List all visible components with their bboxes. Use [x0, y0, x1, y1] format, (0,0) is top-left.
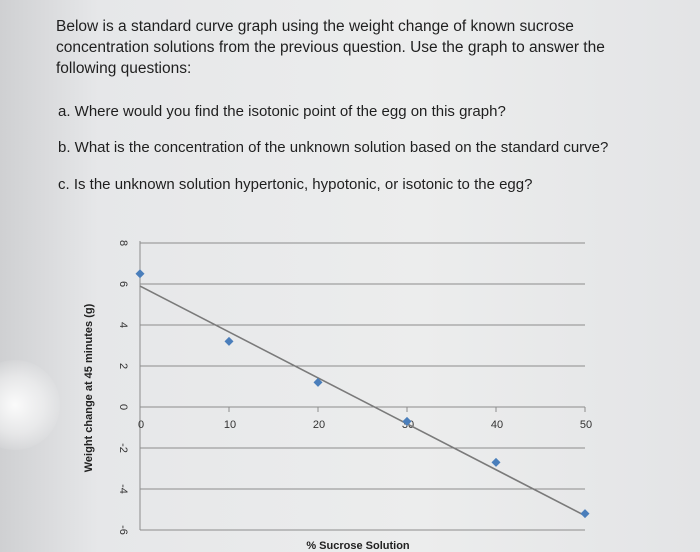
y-tick-label: 6	[117, 281, 129, 287]
question-b: b. What is the concentration of the unkn…	[58, 139, 609, 156]
y-tick-label: 8	[117, 240, 129, 246]
x-tick-label: 0	[138, 419, 144, 431]
x-tick-label: 10	[224, 419, 236, 431]
y-axis-title: Weight change at 45 minutes (g)	[83, 303, 95, 472]
data-point	[224, 336, 234, 346]
y-tick-label: -6	[117, 525, 129, 535]
y-tick-label: 2	[117, 363, 129, 369]
x-tick-label: 50	[580, 419, 592, 431]
question-c: c. Is the unknown solution hypertonic, h…	[58, 176, 533, 193]
y-tick-label: 0	[117, 404, 129, 410]
data-point	[135, 269, 145, 279]
x-tick-label: 40	[491, 419, 503, 431]
question-intro: Below is a standard curve graph using th…	[56, 18, 605, 77]
y-tick-label: -2	[117, 443, 129, 453]
x-tick-label: 20	[313, 419, 325, 431]
y-tick-label: -4	[117, 484, 129, 494]
y-tick-label: 4	[117, 322, 129, 328]
question-a: a. Where would you find the isotonic poi…	[58, 103, 506, 120]
trendline	[139, 285, 586, 517]
data-point	[402, 416, 412, 426]
data-point	[313, 377, 323, 387]
x-axis-title: % Sucrose Solution	[306, 540, 410, 552]
data-point	[491, 457, 501, 467]
data-point	[580, 509, 590, 519]
